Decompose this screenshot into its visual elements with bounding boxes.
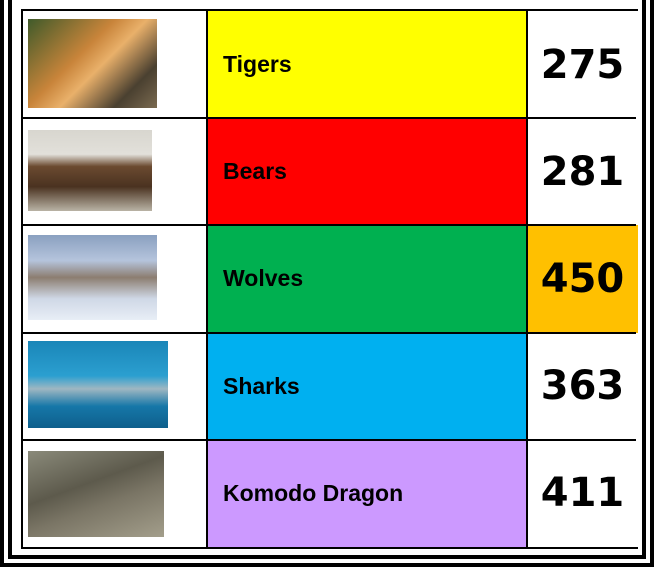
animal-photo — [28, 451, 164, 537]
frame-left-outer — [0, 0, 4, 567]
frame-left-inner — [8, 0, 12, 559]
animal-name: Tigers — [207, 11, 527, 118]
animal-count: 281 — [527, 118, 638, 225]
row-line — [23, 332, 636, 334]
row-line — [23, 117, 636, 119]
frame-right-inner — [642, 0, 646, 559]
animal-count: 275 — [527, 11, 638, 118]
animal-name: Sharks — [207, 333, 527, 440]
animal-count: 363 — [527, 333, 638, 440]
page: Tigers275Bears281Wolves450Sharks363Komod… — [0, 0, 654, 567]
animal-name: Wolves — [207, 225, 527, 332]
animal-photo — [28, 341, 168, 428]
animal-name: Komodo Dragon — [207, 440, 527, 547]
animal-count: 450 — [527, 225, 638, 332]
frame-bottom-outer — [0, 563, 654, 567]
col-line — [206, 11, 208, 547]
animal-count: 411 — [527, 440, 638, 547]
frame-right-outer — [650, 0, 654, 567]
row-line — [23, 439, 636, 441]
col-line — [526, 11, 528, 547]
animal-photo — [28, 235, 157, 320]
animal-photo — [28, 130, 152, 211]
row-line — [23, 224, 636, 226]
frame-bottom-inner — [8, 555, 646, 559]
animal-photo — [28, 19, 157, 108]
animal-name: Bears — [207, 118, 527, 225]
